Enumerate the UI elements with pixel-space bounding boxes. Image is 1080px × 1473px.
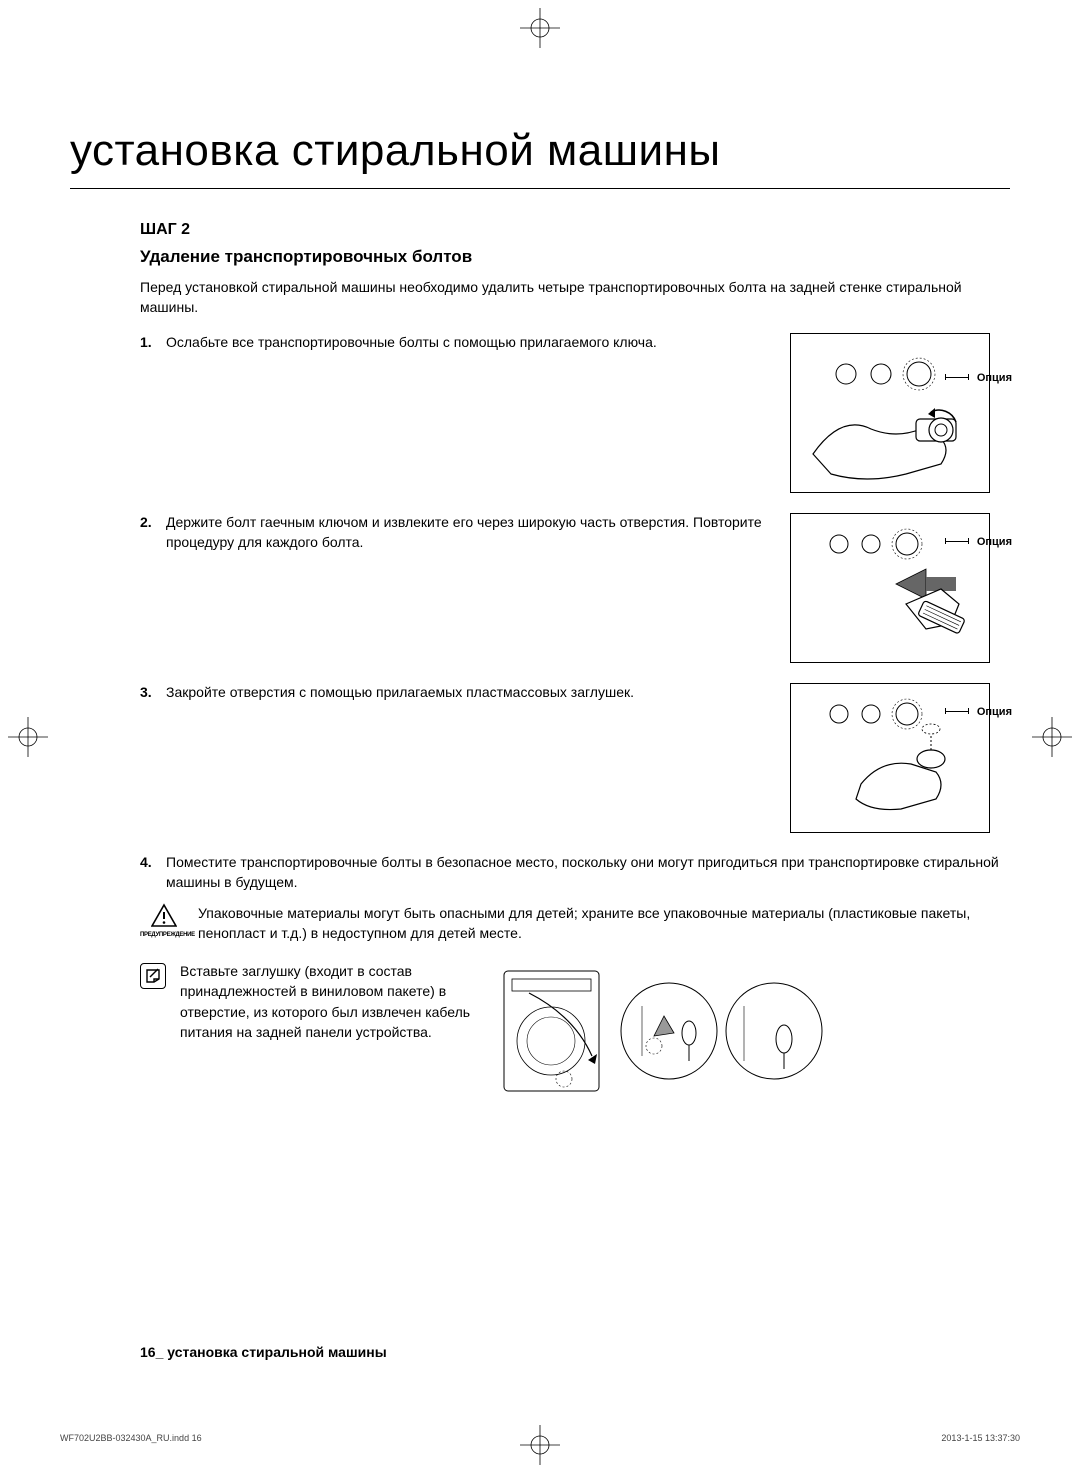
cropmark-top [520,8,560,48]
cropmark-left [8,717,48,757]
step-figure: Опция [790,333,1010,493]
content-body: ШАГ 2 Удаление транспортировочных болтов… [70,219,1010,1107]
bolt-remove-figure [791,514,991,664]
step-number: 3. [140,683,158,703]
option-label: Опция [977,705,1012,720]
warning-label: ПРЕДУПРЕЖДЕНИЕ [140,931,188,939]
step-number: 4. [140,853,158,892]
page-footer: 16_ установка стиральной машины [140,1343,387,1363]
page: установка стиральной машины ШАГ 2 Удален… [0,0,1080,1473]
step-body: Поместите транспортировочные болты в без… [166,853,1010,892]
option-leader [946,541,968,542]
option-leader [946,377,968,378]
note-figure [494,961,1010,1107]
step-number: 2. [140,513,158,552]
step-body: Ослабьте все транспортировочные болты с … [166,333,772,353]
step-body: Держите болт гаечным ключом и извлеките … [166,513,772,552]
cap-insert-figure [791,684,991,834]
option-label: Опция [977,371,1012,386]
step-figure: Опция [790,683,1010,833]
warning-block: ПРЕДУПРЕЖДЕНИЕ Упаковочные материалы мог… [140,903,1010,944]
note-icon [140,963,166,989]
note-text: Вставьте заглушку (входит в состав прина… [180,961,480,1042]
bolt-loosen-figure [791,334,991,494]
step-row: 2. Держите болт гаечным ключом и извлеки… [140,513,1010,663]
step-figure: Опция [790,513,1010,663]
warning-icon [151,903,177,929]
meta-timestamp: 2013-1-15 13:37:30 [941,1432,1020,1445]
cropmark-right [1032,717,1072,757]
step-row: 3. Закройте отверстия с помощью прилагае… [140,683,1010,833]
footer-section: установка стиральной машины [167,1344,386,1360]
option-leader [946,711,968,712]
cropmark-bottom [520,1425,560,1465]
meta-filename: WF702U2BB-032430A_RU.indd 16 [60,1432,202,1445]
step-label: ШАГ 2 [140,219,1010,241]
step-number: 1. [140,333,158,353]
step-row: 4. Поместите транспортировочные болты в … [140,853,1010,892]
subtitle: Удаление транспортировочных болтов [140,245,1010,269]
intro-text: Перед установкой стиральной машины необх… [140,277,1010,318]
step-body: Закройте отверстия с помощью прилагаемых… [166,683,772,703]
page-title: установка стиральной машины [70,120,1010,189]
option-label: Опция [977,535,1012,550]
step-row: 1. Ослабьте все транспортировочные болты… [140,333,1010,493]
page-number: 16_ [140,1344,163,1360]
note-block: Вставьте заглушку (входит в состав прина… [140,961,1010,1107]
warning-text: Упаковочные материалы могут быть опасным… [198,903,1010,944]
